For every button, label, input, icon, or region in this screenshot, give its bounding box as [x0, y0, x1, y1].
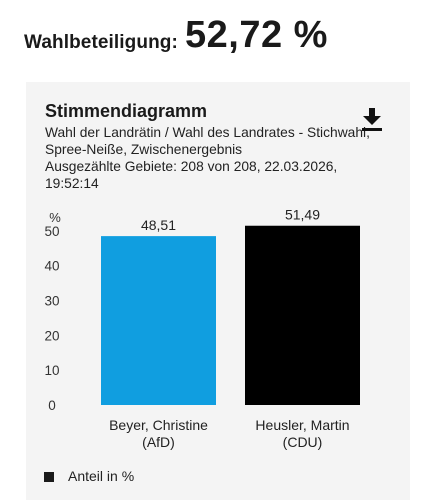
y-tick-label: 10	[44, 363, 59, 378]
legend-swatch	[44, 472, 54, 482]
y-tick-label: 0	[48, 398, 56, 413]
y-axis-label: %	[49, 210, 61, 225]
bar-chart: % 0 10 20 30 40 50 48,51 Beyer, Christine(AfD) 51…	[44, 207, 360, 450]
turnout-label: Wahlbeteiligung:	[24, 32, 178, 53]
y-tick-label: 40	[44, 259, 59, 274]
y-tick-label: 50	[44, 224, 59, 239]
x-tick-label: Heusler, Martin	[255, 417, 349, 433]
y-tick-label: 30	[44, 294, 59, 309]
bar-value-label: 51,49	[285, 207, 320, 223]
y-tick-label: 20	[44, 328, 59, 343]
turnout-summary: Wahlbeteiligung: 52,72 %	[24, 14, 424, 64]
bar	[245, 225, 360, 405]
x-tick-label: (AfD)	[142, 434, 175, 450]
legend-label: Anteil in %	[68, 468, 135, 484]
x-tick-label: (CDU)	[283, 434, 323, 450]
chart-subtitle: Wahl der Landrätin / Wahl des Landrates …	[45, 125, 370, 191]
chart-title: Stimmendiagramm	[45, 101, 208, 121]
download-icon[interactable]	[360, 106, 384, 132]
bar-value-label: 48,51	[141, 217, 176, 233]
vote-chart-card: Stimmendiagramm Wahl der Landrätin / Wah…	[26, 82, 410, 500]
bar	[101, 236, 216, 405]
x-tick-label: Beyer, Christine	[109, 417, 208, 433]
turnout-value: 52,72 %	[185, 14, 328, 56]
